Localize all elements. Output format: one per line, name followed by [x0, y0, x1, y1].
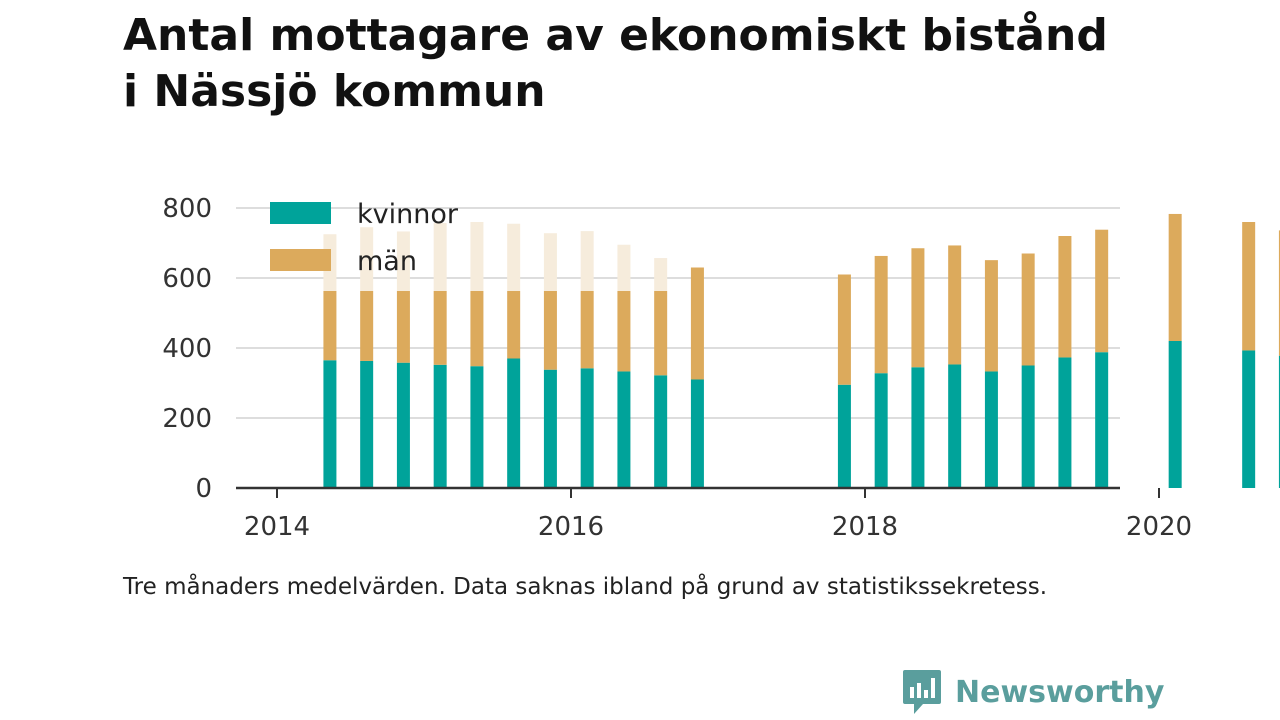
bar-kvinnor-3 [433, 364, 447, 488]
bar-man-18 [1095, 229, 1109, 353]
bar-man-faded-6 [543, 233, 557, 291]
bar-man-4 [470, 291, 484, 367]
bar-man-12 [874, 255, 888, 374]
bar-kvinnor-0 [323, 360, 337, 488]
legend-label-kvinnor: kvinnor [357, 199, 459, 230]
bar-man-0 [323, 291, 337, 361]
x-tick-label-2018: 2018 [832, 512, 898, 542]
bar-man-21 [1278, 230, 1280, 356]
bar-man-14 [948, 245, 962, 365]
legend-swatch-man [270, 249, 331, 271]
y-tick-label-0: 0 [195, 474, 212, 504]
legend: kvinnor män [270, 199, 459, 277]
bar-man-faded-9 [654, 258, 668, 291]
bar-kvinnor-17 [1058, 357, 1072, 488]
bar-kvinnor-15 [984, 371, 998, 488]
bar-kvinnor-2 [396, 362, 410, 488]
bar-man-15 [984, 260, 998, 372]
bar-kvinnor-4 [470, 366, 484, 488]
bar-man-faded-8 [617, 244, 631, 291]
bar-kvinnor-8 [617, 371, 631, 488]
bar-man-5 [507, 291, 521, 359]
bar-kvinnor-19 [1168, 341, 1182, 488]
bar-man-9 [654, 291, 668, 376]
legend-swatch-kvinnor [270, 202, 331, 224]
brand-name: Newsworthy [955, 674, 1165, 710]
footnote: Tre månaders medelvärden. Data saknas ib… [123, 574, 1048, 600]
bar-man-17 [1058, 236, 1072, 358]
bar-man-2 [396, 291, 410, 363]
bar-man-10 [690, 267, 704, 380]
bar-kvinnor-5 [507, 358, 521, 488]
gridlines [236, 207, 1120, 419]
bar-man-20 [1242, 222, 1256, 351]
legend-label-man: män [357, 246, 417, 277]
bar-kvinnor-7 [580, 368, 594, 488]
bar-kvinnor-16 [1021, 365, 1035, 488]
title-line-2: i Nässjö kommun [123, 66, 546, 117]
bar-man-3 [433, 291, 447, 365]
bar-kvinnor-13 [911, 367, 925, 488]
bar-kvinnor-6 [543, 369, 557, 488]
bar-kvinnor-10 [690, 379, 704, 488]
bar-kvinnor-18 [1095, 352, 1109, 488]
bar-man-16 [1021, 253, 1035, 366]
bar-man-7 [580, 291, 594, 369]
bar-kvinnor-21 [1278, 355, 1280, 488]
bar-man-19 [1168, 213, 1182, 341]
brand-logo[interactable]: Newsworthy [901, 668, 1164, 716]
bar-kvinnor-11 [837, 384, 851, 488]
bar-man-8 [617, 291, 631, 372]
axes: 0200400600800201420162018202020222024 [162, 194, 1192, 542]
chart-title: Antal mottagare av ekonomiskt bistånd i … [123, 8, 1223, 120]
bar-man-13 [911, 248, 925, 368]
bar-man-1 [360, 291, 374, 361]
bar-kvinnor-14 [948, 364, 962, 488]
x-tick-label-2020: 2020 [1126, 512, 1192, 542]
y-tick-label-800: 800 [162, 194, 212, 224]
bar-kvinnor-9 [654, 375, 668, 488]
bar-man-faded-4 [470, 222, 484, 291]
title-line-1: Antal mottagare av ekonomiskt bistånd [123, 10, 1108, 61]
newsworthy-logo-icon [903, 670, 941, 714]
y-tick-label-600: 600 [162, 264, 212, 294]
bar-man-faded-5 [507, 223, 521, 291]
bar-man-faded-1 [360, 227, 374, 291]
bar-man-faded-7 [580, 231, 594, 291]
bar-man-faded-3 [433, 223, 447, 291]
bar-man-faded-2 [396, 231, 410, 291]
bars [323, 213, 1280, 488]
y-tick-label-200: 200 [162, 404, 212, 434]
bar-kvinnor-12 [874, 373, 888, 488]
bar-kvinnor-20 [1242, 350, 1256, 488]
bar-man-11 [837, 274, 851, 385]
bar-kvinnor-1 [360, 360, 374, 488]
x-tick-label-2016: 2016 [538, 512, 604, 542]
bar-man-6 [543, 291, 557, 370]
x-tick-label-2014: 2014 [244, 512, 310, 542]
y-tick-label-400: 400 [162, 334, 212, 364]
